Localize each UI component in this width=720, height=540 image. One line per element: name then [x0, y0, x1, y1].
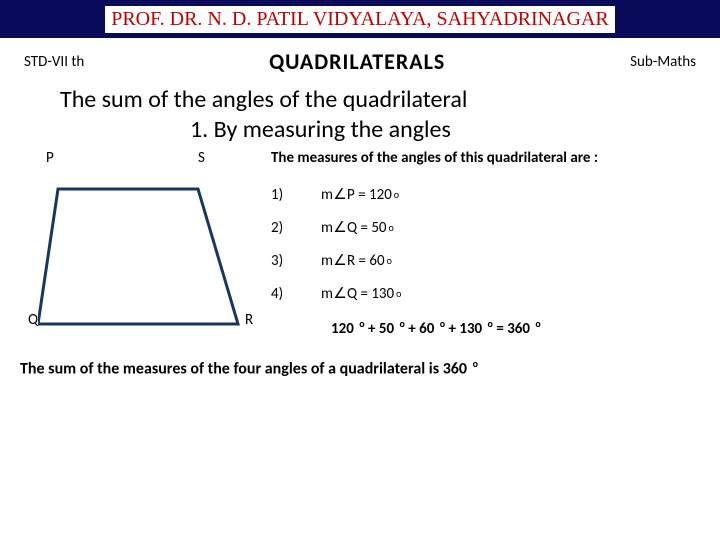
diagram: P S Q R: [28, 149, 263, 339]
row-num: 2): [271, 219, 321, 237]
degree-mark: o: [488, 317, 493, 330]
conclusion: The sum of the measures of the four angl…: [0, 339, 720, 378]
row-expr: m ∠Q = 50 o: [321, 218, 394, 237]
angle-symbol: ∠: [333, 251, 347, 270]
vertex-label-s: S: [198, 149, 205, 167]
vertex-label-q: Q: [28, 311, 38, 329]
angle-symbol: ∠: [333, 218, 347, 237]
degree-mark: o: [394, 188, 399, 201]
lesson-line1: The sum of the angles of the quadrilater…: [60, 85, 467, 114]
topic-title: QUADRILATERALS: [269, 48, 445, 75]
row-expr: m ∠R = 60 o: [321, 251, 392, 270]
conclusion-deg: o: [473, 357, 478, 370]
subject-label: Sub-Maths: [630, 53, 696, 71]
lesson-title: The sum of the angles of the quadrilater…: [0, 79, 720, 145]
row-num: 1): [271, 186, 321, 204]
degree-mark: o: [535, 317, 540, 330]
angle-row: 1)m ∠P = 120 o: [271, 185, 700, 204]
subhead: STD-VII th QUADRILATERALS Sub-Maths: [0, 38, 720, 79]
measures-col: The measures of the angles of this quadr…: [263, 149, 700, 339]
degree-mark: o: [440, 317, 445, 330]
sum-line: 120 o + 50 o + 60 o + 130 o = 360 o: [271, 317, 700, 338]
angle-symbol: ∠: [333, 284, 347, 303]
degree-mark: o: [359, 317, 364, 330]
header-bar: PROF. DR. N. D. PATIL VIDYALAYA, SAHYADR…: [0, 0, 720, 38]
angle-rows: 1)m ∠P = 120 o2)m ∠Q = 50 o3)m ∠R = 60 o…: [271, 185, 700, 303]
row-expr: m ∠Q = 130 o: [321, 284, 401, 303]
std-label: STD-VII th: [24, 53, 84, 71]
quadrilateral-svg: [38, 169, 248, 334]
content-row: P S Q R The measures of the angles of th…: [0, 145, 720, 339]
measures-intro: The measures of the angles of this quadr…: [271, 149, 700, 167]
angle-row: 4)m ∠Q = 130 o: [271, 284, 700, 303]
degree-mark: o: [399, 317, 404, 330]
vertex-label-p: P: [46, 149, 54, 167]
degree-mark: o: [387, 254, 392, 267]
degree-mark: o: [396, 287, 401, 300]
angle-symbol: ∠: [333, 185, 347, 204]
conclusion-text: The sum of the measures of the four angl…: [20, 359, 471, 378]
angle-row: 2)m ∠Q = 50 o: [271, 218, 700, 237]
school-name: PROF. DR. N. D. PATIL VIDYALAYA, SAHYADR…: [105, 6, 615, 33]
degree-mark: o: [389, 221, 394, 234]
row-num: 4): [271, 285, 321, 303]
lesson-line2: 1. By measuring the angles: [60, 115, 451, 144]
row-expr: m ∠P = 120 o: [321, 185, 399, 204]
angle-row: 3)m ∠R = 60 o: [271, 251, 700, 270]
row-num: 3): [271, 252, 321, 270]
